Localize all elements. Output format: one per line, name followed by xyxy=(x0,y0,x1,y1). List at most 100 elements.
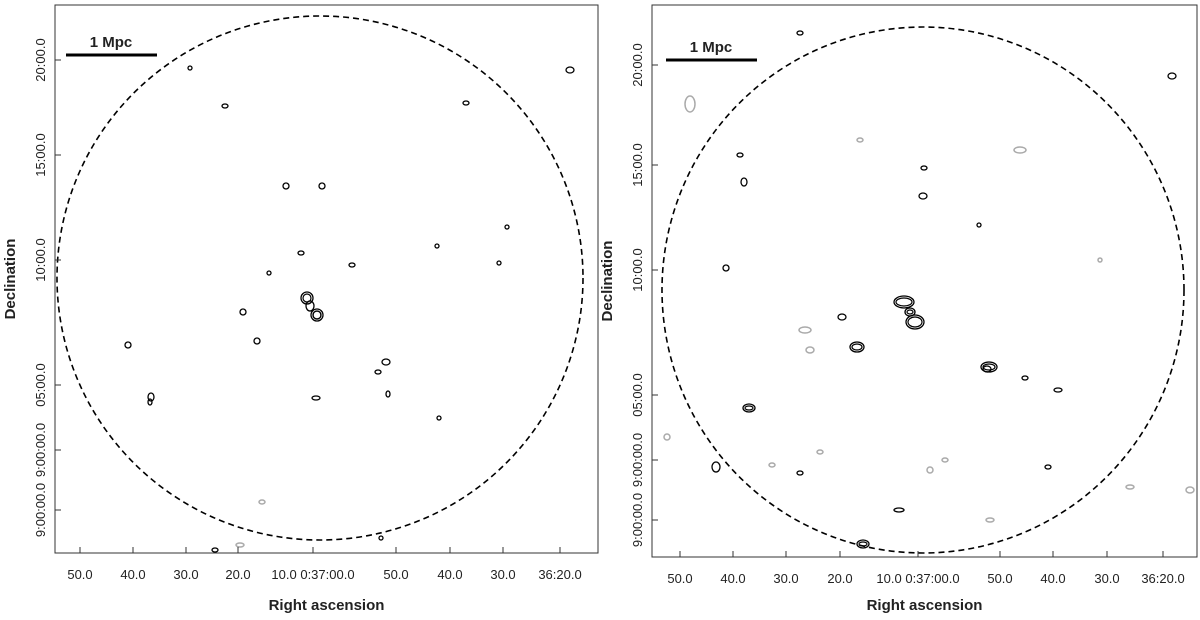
y-tick-label: 05:00.0 xyxy=(630,373,645,416)
contour xyxy=(744,405,754,411)
contour xyxy=(318,182,326,190)
contour xyxy=(663,433,671,441)
contour xyxy=(462,100,470,106)
contour xyxy=(1125,484,1135,490)
panel: 1 Mpc 50.0 40.0 30.0 20.0 10.0 0:37:00.0 50.0 4… xyxy=(2,4,599,614)
y-tick-label: 9:00:00.0 xyxy=(630,433,645,487)
scale-bar-label: 1 Mpc xyxy=(690,39,733,56)
contour xyxy=(906,309,914,315)
y-tick-label: 10:00.0 xyxy=(630,248,645,291)
contour xyxy=(941,457,949,463)
contour xyxy=(436,415,442,421)
contour xyxy=(1185,486,1195,494)
x-tick-label: 40.0 xyxy=(120,567,145,582)
contour xyxy=(851,343,863,351)
contour xyxy=(266,270,272,276)
contour xyxy=(816,449,824,455)
plot-frame xyxy=(54,4,599,554)
y-tick-label: 9:00:00.0 xyxy=(33,423,48,477)
x-tick-label: 36:20.0 xyxy=(1141,571,1184,586)
contour xyxy=(282,182,290,190)
contour xyxy=(221,103,229,109)
contour xyxy=(258,499,266,505)
x-tick-label: 10.0 0:37:00.0 xyxy=(271,567,354,582)
x-tick-label: 36:20.0 xyxy=(538,567,581,582)
x-tick-label: 30.0 xyxy=(173,567,198,582)
contour xyxy=(496,260,502,266)
contour xyxy=(381,358,391,366)
contour xyxy=(736,152,744,158)
plot-frame xyxy=(651,4,1198,558)
contour xyxy=(124,341,132,349)
contour xyxy=(187,65,193,71)
y-tick-label: 05:00.0 xyxy=(33,363,48,406)
contour xyxy=(348,262,356,268)
y-tick-label: 15:00.0 xyxy=(33,133,48,176)
y-tick-label: 9:00:00.0 xyxy=(33,483,48,537)
contour xyxy=(985,517,995,523)
contour xyxy=(253,337,261,345)
contour xyxy=(849,341,865,353)
panel: 1 Mpc 50.0 40.0 30.0 20.0 10.0 0:37:00.0 50.0 4… xyxy=(599,4,1198,614)
contour xyxy=(711,461,721,473)
contour xyxy=(1167,72,1177,80)
scale-bar-label: 1 Mpc xyxy=(90,34,133,51)
x-tick-label: 50.0 xyxy=(667,571,692,586)
contour xyxy=(837,313,847,321)
contour xyxy=(742,403,756,413)
contour xyxy=(434,243,440,249)
x-axis-label: Right ascension xyxy=(867,597,983,614)
y-axis-label: Declination xyxy=(599,241,616,322)
x-tick-label: 20.0 xyxy=(225,567,250,582)
contour xyxy=(378,535,384,541)
contour xyxy=(722,264,730,272)
contour xyxy=(796,470,804,476)
contour xyxy=(1097,257,1103,263)
contour xyxy=(311,395,321,401)
y-tick-label: 10:00.0 xyxy=(33,238,48,281)
x-tick-label: 40.0 xyxy=(437,567,462,582)
contour xyxy=(904,307,916,317)
contour xyxy=(796,30,804,36)
x-axis-label: Right ascension xyxy=(269,597,385,614)
contour xyxy=(805,346,815,354)
contour xyxy=(147,392,155,402)
x-tick-label: 10.0 0:37:00.0 xyxy=(876,571,959,586)
aperture-circle xyxy=(661,26,1185,554)
y-axis-label: Declination xyxy=(2,239,19,320)
x-tick-label: 50.0 xyxy=(67,567,92,582)
contour xyxy=(1021,375,1029,381)
contour xyxy=(504,224,510,230)
contour xyxy=(684,95,696,113)
contour xyxy=(798,326,812,334)
contour xyxy=(907,316,923,328)
y-tick-label: 20:00.0 xyxy=(33,38,48,81)
contour xyxy=(918,192,928,200)
contour xyxy=(905,314,925,330)
contour xyxy=(1044,464,1052,470)
x-tick-label: 50.0 xyxy=(383,567,408,582)
contour xyxy=(147,398,153,406)
x-tick-label: 30.0 xyxy=(773,571,798,586)
x-tick-label: 30.0 xyxy=(1094,571,1119,586)
contour xyxy=(239,308,247,316)
contour xyxy=(920,165,928,171)
contour xyxy=(893,295,915,309)
x-tick-label: 30.0 xyxy=(490,567,515,582)
contour xyxy=(856,137,864,143)
contour xyxy=(211,547,219,553)
y-tick-label: 20:00.0 xyxy=(630,43,645,86)
contour xyxy=(305,300,315,312)
y-tick-label: 15:00.0 xyxy=(630,143,645,186)
aperture-circle xyxy=(56,15,584,541)
contour xyxy=(982,365,992,373)
x-tick-label: 40.0 xyxy=(720,571,745,586)
y-tick-label: 9:00:00.0 xyxy=(630,493,645,547)
contour xyxy=(895,297,913,307)
x-tick-label: 50.0 xyxy=(987,571,1012,586)
contour xyxy=(565,66,575,74)
contour xyxy=(926,466,934,474)
contour xyxy=(982,363,996,371)
